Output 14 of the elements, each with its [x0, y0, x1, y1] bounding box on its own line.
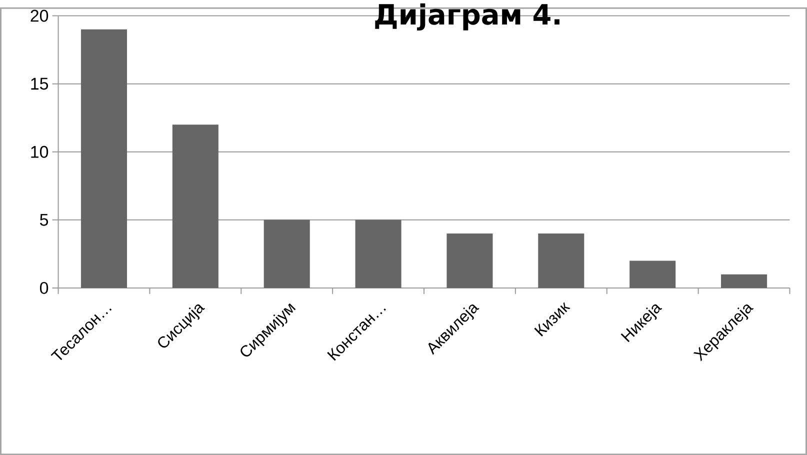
- y-tick-label: 0: [40, 282, 48, 294]
- bar: [264, 220, 310, 288]
- y-tick-label: 5: [40, 214, 48, 226]
- bar: [721, 274, 768, 288]
- y-tick-label: 10: [31, 146, 48, 158]
- bar: [446, 233, 493, 288]
- chart-title: Дијаграм 4.: [375, 3, 560, 30]
- bar: [630, 260, 676, 288]
- bar: [538, 233, 584, 288]
- bar: [80, 29, 127, 288]
- bar: [172, 124, 218, 288]
- bar: [355, 220, 402, 288]
- y-tick-label: 20: [30, 10, 48, 22]
- y-tick-label: 15: [31, 78, 48, 90]
